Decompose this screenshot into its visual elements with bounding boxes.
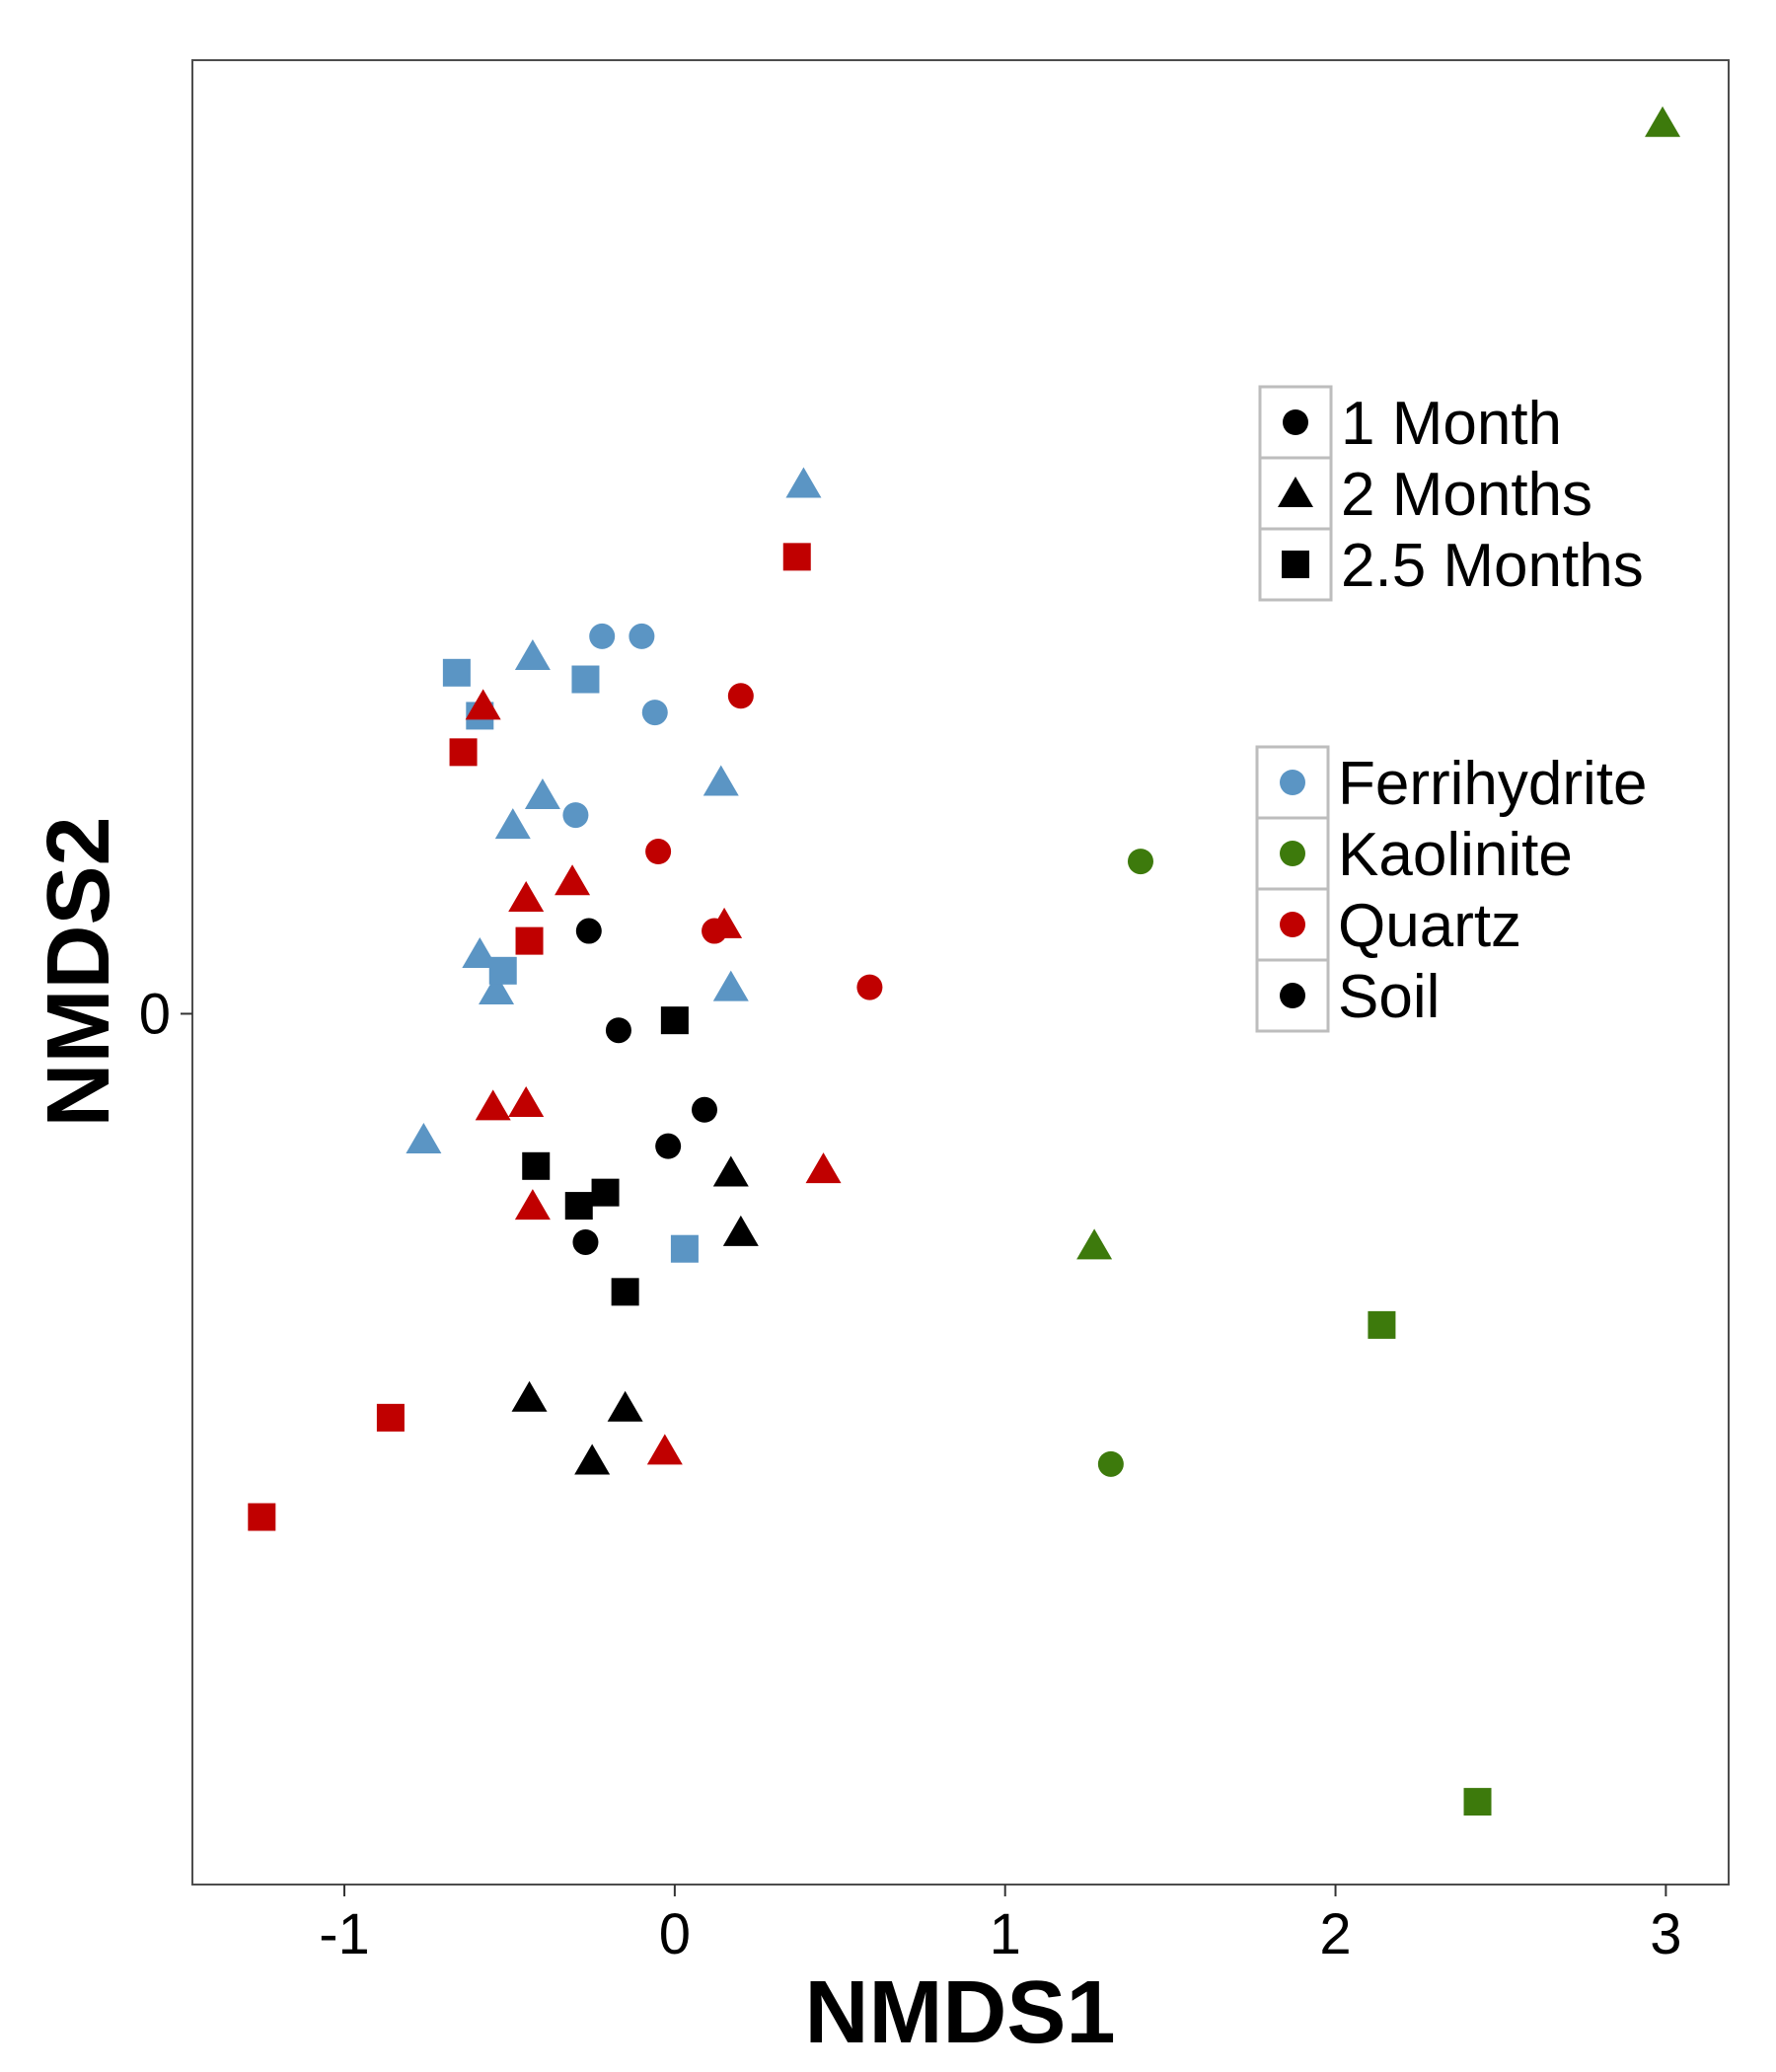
x-axis-title: NMDS1 [804,1963,1115,2062]
legend-key-soil [1280,983,1305,1008]
data-point-quartz-square [376,1403,405,1432]
data-point-kaolinite-square [1463,1788,1492,1816]
data-point-ferrihydrite-triangle [703,765,739,796]
data-point-kaolinite-triangle [1645,106,1681,137]
data-point-soil-triangle [607,1390,643,1422]
data-point-soil-circle [655,1133,682,1159]
data-point-ferrihydrite-triangle [514,639,551,671]
legend-label: 2 Months [1341,461,1592,529]
legend-key-circle [1283,409,1308,435]
data-point-ferrihydrite-triangle [785,467,822,498]
data-point-kaolinite-triangle [1076,1228,1113,1260]
x-tick-label: 2 [1319,1902,1351,1966]
data-point-ferrihydrite-triangle [494,808,531,840]
data-point-soil-triangle [712,1155,749,1187]
data-point-kaolinite-square [1368,1310,1396,1339]
points-layer [248,106,1681,1816]
data-point-ferrihydrite-triangle [479,973,515,1004]
data-point-quartz-circle [645,839,672,865]
legend-label: 2.5 Months [1341,532,1644,600]
data-point-quartz-triangle [706,907,743,938]
data-point-ferrihydrite-square [442,658,471,687]
data-point-soil-square [591,1178,620,1207]
data-point-quartz-square [248,1503,276,1531]
data-point-quartz-triangle [514,1189,551,1221]
data-point-ferrihydrite-triangle [712,970,749,1001]
x-tick-label: 1 [990,1902,1021,1966]
data-point-soil-circle [605,1017,631,1044]
data-point-ferrihydrite-triangle [406,1122,442,1153]
data-point-soil-circle [572,1228,599,1255]
y-axis: 0 [139,982,192,1046]
data-point-ferrihydrite-circle [589,623,616,649]
data-point-quartz-triangle [555,864,591,896]
data-point-quartz-triangle [465,689,501,720]
legend-key-kaolinite [1280,841,1305,866]
legend-label: Quartz [1338,892,1521,960]
data-point-ferrihydrite-circle [562,802,589,829]
data-point-quartz-triangle [646,1434,683,1465]
legend-key-triangle [1278,477,1313,507]
data-point-soil-square [660,1006,689,1035]
data-point-kaolinite-circle [1097,1450,1124,1477]
data-point-soil-triangle [574,1443,611,1475]
data-point-kaolinite-circle [1127,849,1153,875]
legend-label: Ferrihydrite [1338,750,1648,818]
data-point-quartz-triangle [508,880,545,912]
data-point-quartz-square [782,543,811,571]
data-point-quartz-square [515,926,544,955]
legend-label: Soil [1338,963,1440,1031]
data-point-ferrihydrite-triangle [524,777,560,809]
legend-key-ferrihydrite [1280,770,1305,795]
data-point-quartz-triangle [508,1086,545,1118]
data-point-quartz-circle [727,683,754,709]
x-tick-label: 3 [1650,1902,1681,1966]
data-point-soil-triangle [722,1215,759,1246]
data-point-ferrihydrite-triangle [462,937,498,969]
legend-label: Kaolinite [1338,821,1573,889]
data-point-ferrihydrite-circle [629,623,655,649]
legend-key-square [1282,551,1309,578]
data-point-ferrihydrite-square [488,956,517,985]
data-point-soil-square [611,1278,639,1306]
plot-panel [191,59,1730,1886]
data-point-soil-circle [575,918,602,944]
legend-label: 1 Month [1341,390,1562,458]
data-point-soil-square [564,1192,593,1221]
data-point-quartz-triangle [805,1152,842,1184]
y-tick-label: 0 [139,982,171,1046]
data-point-quartz-square [449,738,478,767]
data-point-ferrihydrite-square [670,1234,699,1263]
data-point-ferrihydrite-square [571,665,600,694]
x-tick-label: -1 [319,1902,370,1966]
data-point-soil-square [522,1151,551,1180]
legend-key-quartz [1280,912,1305,937]
x-tick-label: 0 [659,1902,691,1966]
y-axis-title: NMDS2 [30,816,128,1127]
data-point-soil-circle [692,1096,717,1123]
data-point-quartz-circle [856,974,883,1000]
data-point-soil-triangle [511,1380,548,1412]
x-axis: -1 0 1 2 3 [319,1885,1682,1966]
data-point-ferrihydrite-circle [641,700,668,726]
data-point-quartz-triangle [475,1089,511,1121]
